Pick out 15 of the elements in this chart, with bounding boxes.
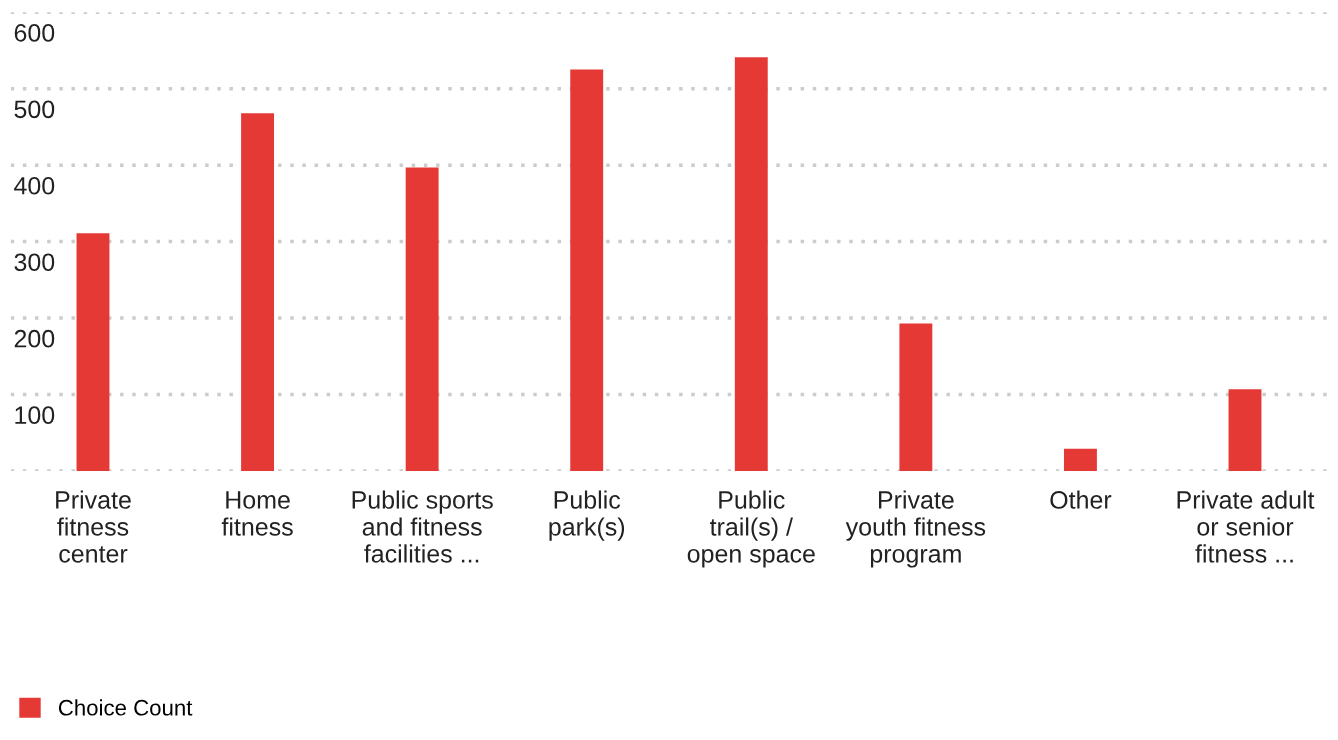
x-tick-label: Private youth fitness program (845, 490, 986, 568)
y-tick-label: 100 (15, 406, 55, 425)
y-tick-label: 500 (14, 100, 55, 119)
x-tick-label: Public park(s) (549, 490, 625, 541)
y-tick-label: 300 (14, 253, 55, 272)
legend-label: Choice Count (58, 699, 193, 716)
x-tick-label: Private adult or senior fitness ... (1177, 490, 1315, 563)
y-tick-label: 400 (14, 176, 55, 195)
x-tick-label: Home fitness (221, 491, 293, 536)
x-tick-label: Public trail(s) / open space (687, 490, 815, 568)
y-tick-label: 200 (14, 329, 55, 348)
x-tick-label: Private fitness center (56, 490, 131, 563)
y-tick-label: 600 (14, 23, 55, 42)
x-tick-label: Other (1050, 490, 1112, 509)
x-tick-label: Public sports and fitness facilities ... (352, 490, 493, 563)
